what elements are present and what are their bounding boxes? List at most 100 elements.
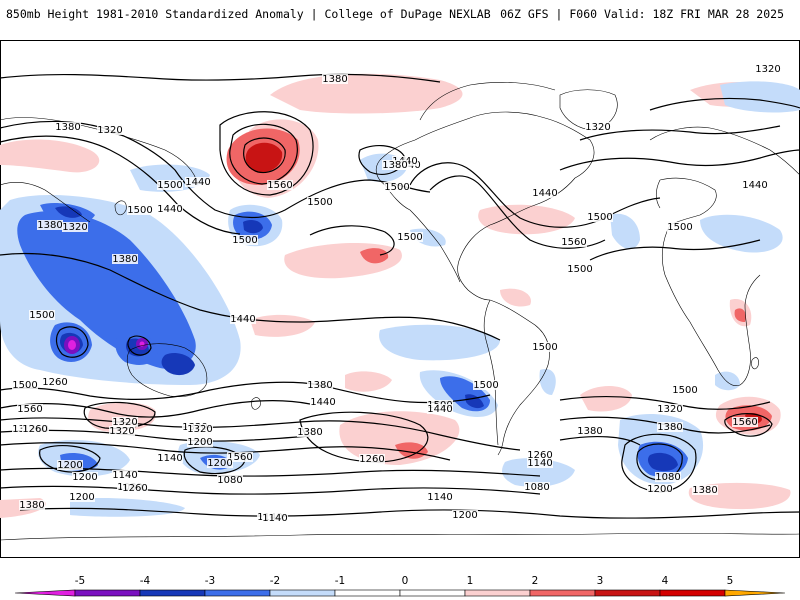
contour-label-bg — [397, 232, 423, 242]
contour-label-bg — [692, 485, 718, 495]
contour-label: 1260 — [122, 483, 147, 494]
contour-label-bg — [452, 510, 478, 520]
contour-label: 1200 — [207, 458, 232, 469]
contour-label-bg — [532, 188, 558, 198]
contour-label-bg — [227, 452, 253, 462]
contour-label: 1260 — [359, 454, 384, 465]
contour-label-bg — [647, 484, 673, 494]
contour-label: 1500 — [567, 264, 592, 275]
contour-label: 1260 — [527, 450, 552, 461]
colorbar-tick-label: 0 — [402, 575, 409, 587]
contour-label: 1080 — [217, 475, 242, 486]
contour-label-bg — [157, 180, 183, 190]
contour-label: 1140 — [527, 458, 552, 469]
contour-label: 1440 — [532, 188, 557, 199]
map-title: 850mb Height 1981-2010 Standardized Anom… — [6, 7, 491, 21]
contour-label-bg — [22, 424, 48, 434]
contour-label-bg — [207, 458, 233, 468]
contour-label-bg — [755, 64, 781, 74]
contour-label: 1500 — [12, 380, 37, 391]
contour-label-bg — [112, 417, 138, 427]
anomaly-shading — [0, 73, 800, 518]
anomaly-map: 1320 1380 1380 1320 1440 1440 1500 1500 1380 1320… — [0, 40, 800, 558]
contour-label-bg — [19, 500, 45, 510]
contour-label: 1440 — [185, 177, 210, 188]
contour-label-bg — [122, 483, 148, 493]
contour-label: 1500 — [307, 197, 332, 208]
contour-label: 1560 — [267, 180, 292, 191]
contour-label-bg — [267, 180, 293, 190]
contour-label-bg — [97, 125, 123, 135]
contour-label: 1440 — [310, 397, 335, 408]
contour-label: 1380 — [382, 160, 407, 171]
contour-label: 1440 — [157, 204, 182, 215]
contour-label: 1500 — [384, 182, 409, 193]
contour-label-bg — [577, 426, 603, 436]
contour-label-bg — [732, 417, 758, 427]
contour-label-bg — [532, 342, 558, 352]
contour-label-bg — [37, 220, 63, 230]
contour-label-bg — [112, 470, 138, 480]
contour-label: 1200 — [187, 437, 212, 448]
contour-label-bg — [524, 482, 550, 492]
contour-label: 1320 — [187, 424, 212, 435]
contour-label: 1380 — [322, 74, 347, 85]
contour-label: 1200 — [72, 472, 97, 483]
contour-label-bg — [127, 205, 153, 215]
contour-label-bg — [17, 404, 43, 414]
colorbar-tick-label: -1 — [335, 575, 345, 587]
contour-label-bg — [185, 177, 211, 187]
contour-label: 1500 — [29, 310, 54, 321]
contour-label-bg — [427, 404, 453, 414]
contour-label-bg — [217, 475, 243, 485]
contour-label-bg — [310, 397, 336, 407]
contour-label-bg — [384, 182, 410, 192]
contour-label-bg — [157, 453, 183, 463]
contour-label-bg — [232, 235, 258, 245]
contour-label: 1260 — [42, 377, 67, 388]
contour-label-bg — [742, 180, 768, 190]
contour-label: 1500 — [397, 232, 422, 243]
contour-label-bg — [567, 264, 593, 274]
contour-label-bg — [473, 380, 499, 390]
colorbar-tick-label: 3 — [597, 575, 604, 587]
colorbar-segment — [529, 589, 596, 597]
colorbar-segments — [14, 589, 786, 597]
contour-label-bg — [69, 492, 95, 502]
contour-label: 1380 — [37, 220, 62, 231]
colorbar-segment — [269, 589, 336, 597]
contour-label: 1380 — [297, 427, 322, 438]
contour-label: 1500 — [667, 222, 692, 233]
contour-label: 1140 — [262, 513, 287, 524]
contour-label-bg — [672, 385, 698, 395]
contour-label: 1080 — [524, 482, 549, 493]
contour-label-bg — [657, 422, 683, 432]
contour-label-bg — [427, 492, 453, 502]
contour-label-bg — [57, 460, 83, 470]
contour-label-bg — [187, 437, 213, 447]
model-run-info: 06Z GFS | F060 Valid: 18Z FRI MAR 28 202… — [500, 7, 784, 21]
contour-label: 1380 — [112, 254, 137, 265]
contour-label-bg — [585, 122, 611, 132]
colorbar-tick-label: -4 — [140, 575, 151, 587]
contour-label: 1560 — [17, 404, 42, 415]
contour-label: 1320 — [585, 122, 610, 133]
contour-label: 1200 — [57, 460, 82, 471]
contour-label: 1200 — [452, 510, 477, 521]
contour-label: 1500 — [473, 380, 498, 391]
contour-label-bg — [187, 424, 213, 434]
contour-label-bg — [12, 380, 38, 390]
contour-label-bg — [262, 513, 288, 523]
contour-label-bg — [667, 222, 693, 232]
contour-labels: 1320 1380 1380 1320 1440 1440 1500 1500 1380 1320… — [12, 64, 781, 524]
contour-label: 1320 — [97, 125, 122, 136]
contour-label: 1380 — [692, 485, 717, 496]
contour-label-bg — [307, 380, 333, 390]
contour-label-bg — [561, 237, 587, 247]
contour-label: 1200 — [647, 484, 672, 495]
map-header: 850mb Height 1981-2010 Standardized Anom… — [0, 0, 800, 40]
contour-label-bg — [29, 310, 55, 320]
colorbar-tick-label: 5 — [727, 575, 734, 587]
contour-label-bg — [157, 204, 183, 214]
contour-label: 1080 — [655, 472, 680, 483]
